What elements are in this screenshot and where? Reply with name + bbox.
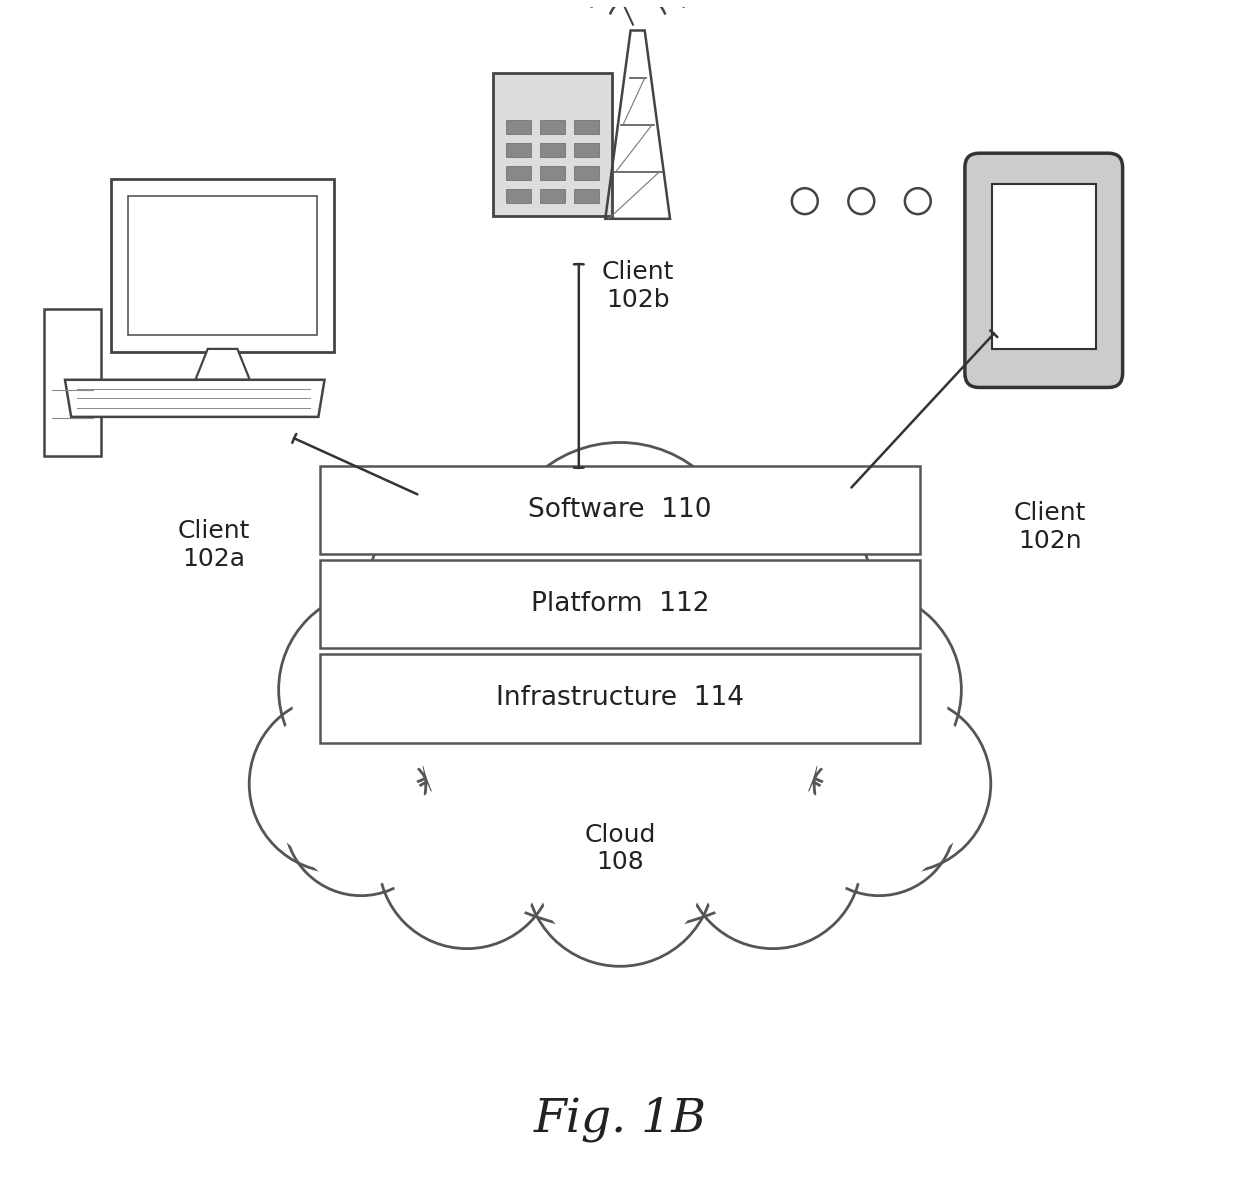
Ellipse shape [774, 601, 950, 778]
Ellipse shape [394, 788, 539, 933]
Ellipse shape [696, 782, 851, 939]
FancyBboxPatch shape [128, 195, 317, 335]
Ellipse shape [496, 443, 744, 690]
Polygon shape [64, 380, 325, 417]
Ellipse shape [637, 478, 873, 713]
Ellipse shape [518, 464, 722, 667]
Ellipse shape [294, 752, 428, 886]
Text: Infrastructure  114: Infrastructure 114 [496, 686, 744, 711]
FancyBboxPatch shape [992, 183, 1096, 349]
Ellipse shape [812, 752, 946, 886]
Text: Platform  112: Platform 112 [531, 591, 709, 617]
FancyBboxPatch shape [320, 466, 920, 554]
Text: Client
102b: Client 102b [601, 260, 673, 312]
FancyBboxPatch shape [320, 560, 920, 648]
Ellipse shape [432, 556, 808, 894]
Ellipse shape [761, 590, 961, 790]
Ellipse shape [658, 499, 852, 692]
Ellipse shape [388, 499, 582, 692]
Ellipse shape [279, 590, 479, 790]
FancyBboxPatch shape [965, 154, 1122, 387]
Ellipse shape [779, 607, 944, 772]
Ellipse shape [526, 778, 714, 966]
Ellipse shape [511, 457, 729, 675]
Ellipse shape [299, 756, 424, 881]
FancyBboxPatch shape [506, 167, 531, 180]
FancyBboxPatch shape [45, 310, 100, 456]
Ellipse shape [391, 519, 849, 931]
Ellipse shape [296, 607, 461, 772]
Ellipse shape [816, 756, 941, 881]
FancyBboxPatch shape [539, 143, 564, 157]
Ellipse shape [265, 711, 410, 856]
FancyBboxPatch shape [574, 143, 599, 157]
Ellipse shape [418, 544, 822, 906]
Text: Cloud
108: Cloud 108 [584, 823, 656, 874]
Ellipse shape [684, 772, 862, 949]
Ellipse shape [389, 782, 544, 939]
Ellipse shape [381, 492, 588, 699]
Ellipse shape [260, 706, 415, 861]
FancyBboxPatch shape [574, 120, 599, 133]
Ellipse shape [290, 601, 466, 778]
Ellipse shape [802, 743, 956, 896]
Ellipse shape [543, 794, 697, 949]
FancyBboxPatch shape [110, 179, 335, 353]
Ellipse shape [284, 743, 438, 896]
FancyBboxPatch shape [492, 74, 611, 216]
FancyBboxPatch shape [539, 189, 564, 202]
Ellipse shape [367, 478, 603, 713]
FancyBboxPatch shape [539, 120, 564, 133]
FancyBboxPatch shape [506, 120, 531, 133]
FancyBboxPatch shape [506, 143, 531, 157]
FancyBboxPatch shape [506, 189, 531, 202]
FancyBboxPatch shape [539, 167, 564, 180]
Text: Software  110: Software 110 [528, 497, 712, 523]
Ellipse shape [378, 772, 556, 949]
FancyBboxPatch shape [574, 189, 599, 202]
Ellipse shape [652, 492, 859, 699]
Text: Client
102a: Client 102a [177, 519, 250, 570]
Text: Client
102n: Client 102n [1013, 501, 1086, 553]
Ellipse shape [537, 790, 703, 955]
Ellipse shape [830, 711, 975, 856]
Ellipse shape [815, 696, 991, 872]
Text: Fig. 1B: Fig. 1B [533, 1097, 707, 1142]
FancyBboxPatch shape [574, 167, 599, 180]
Ellipse shape [825, 706, 980, 861]
Ellipse shape [701, 788, 846, 933]
Ellipse shape [249, 696, 425, 872]
FancyBboxPatch shape [320, 654, 920, 743]
Polygon shape [196, 349, 249, 380]
